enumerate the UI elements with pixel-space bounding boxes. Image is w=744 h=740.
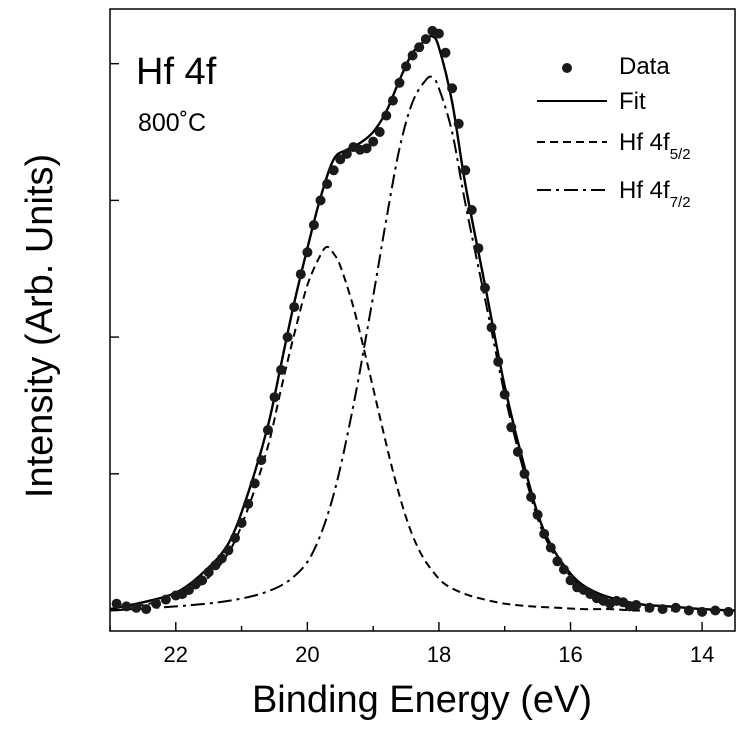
x-tick-label: 20 [295,642,319,667]
data-point [256,455,267,466]
data-point [552,556,563,567]
data-point [111,598,122,609]
data-point [236,518,247,528]
data-point [545,542,556,553]
data-point [249,478,260,489]
data-point [374,127,385,137]
data-point [512,446,523,457]
data-point [519,468,530,479]
data-point [210,560,221,571]
data-point [440,47,451,58]
x-axis-ticks: 22 20 18 16 14 [109,622,714,667]
data-point [315,195,326,206]
data-point [401,61,412,72]
data-point [289,302,300,312]
data-point [565,575,576,586]
element-annotation: Hf 4f [136,51,217,93]
data-point [433,28,444,39]
data-point [460,165,471,176]
data-point [414,42,425,53]
data-point [486,322,497,333]
data-point [697,606,708,617]
data-point [131,602,142,613]
data-point [262,425,273,435]
data-point [644,602,655,613]
plot-frame [109,8,736,632]
data-point [506,422,517,433]
data-point [151,598,162,609]
data-point [657,604,668,615]
data-point [368,136,379,147]
data-point [493,356,504,367]
y-axis-title: Intensity (Arb. Units) [19,154,61,498]
data-point [631,600,642,610]
data-point [480,282,490,293]
data-point [683,605,694,616]
data-point [361,143,372,154]
data-point [216,553,227,564]
data-point [269,392,280,403]
legend-subscript: 7/2 [670,194,691,211]
data-point [539,528,550,539]
data-point [723,606,734,617]
data-point [328,165,339,176]
data-point [282,332,293,343]
data-point [302,247,313,258]
data-point [394,77,405,88]
legend-label: Fit [619,88,646,115]
data-point [197,575,208,586]
legend-label: Data [619,53,670,80]
data-point [203,567,214,578]
data-point [308,220,319,230]
legend-marker [562,63,572,73]
data-point [381,110,392,121]
data-point [420,34,431,45]
y-axis-ticks [110,62,119,612]
data-point [341,148,352,159]
data-markers [111,25,734,617]
x-tick-label: 18 [427,642,451,667]
data-point [121,601,132,612]
series-line-hf-4f5-2 [109,245,735,612]
data-point [447,83,458,94]
data-point [532,509,543,520]
data-point [710,605,721,616]
data-point [499,389,510,400]
data-point [230,533,240,543]
data-point [276,364,287,375]
data-point [558,564,569,575]
data-point [526,492,537,502]
data-point [466,205,477,215]
data-point [183,585,194,595]
data-point [141,604,152,615]
data-point [160,594,171,605]
data-point [387,95,398,106]
data-point [473,243,484,254]
data-point [453,118,464,129]
data-point [223,545,234,556]
data-point [322,179,333,189]
x-axis-title: Binding Energy (eV) [252,679,592,721]
x-tick-label: 22 [164,642,188,667]
data-point [407,50,418,61]
temperature-annotation: 800˚C [138,109,206,137]
data-point [243,498,254,509]
x-tick-label: 16 [558,642,582,667]
legend-subscript: 5/2 [670,146,691,163]
x-tick-label: 14 [690,642,714,667]
data-point [670,602,681,613]
data-point [295,269,306,280]
